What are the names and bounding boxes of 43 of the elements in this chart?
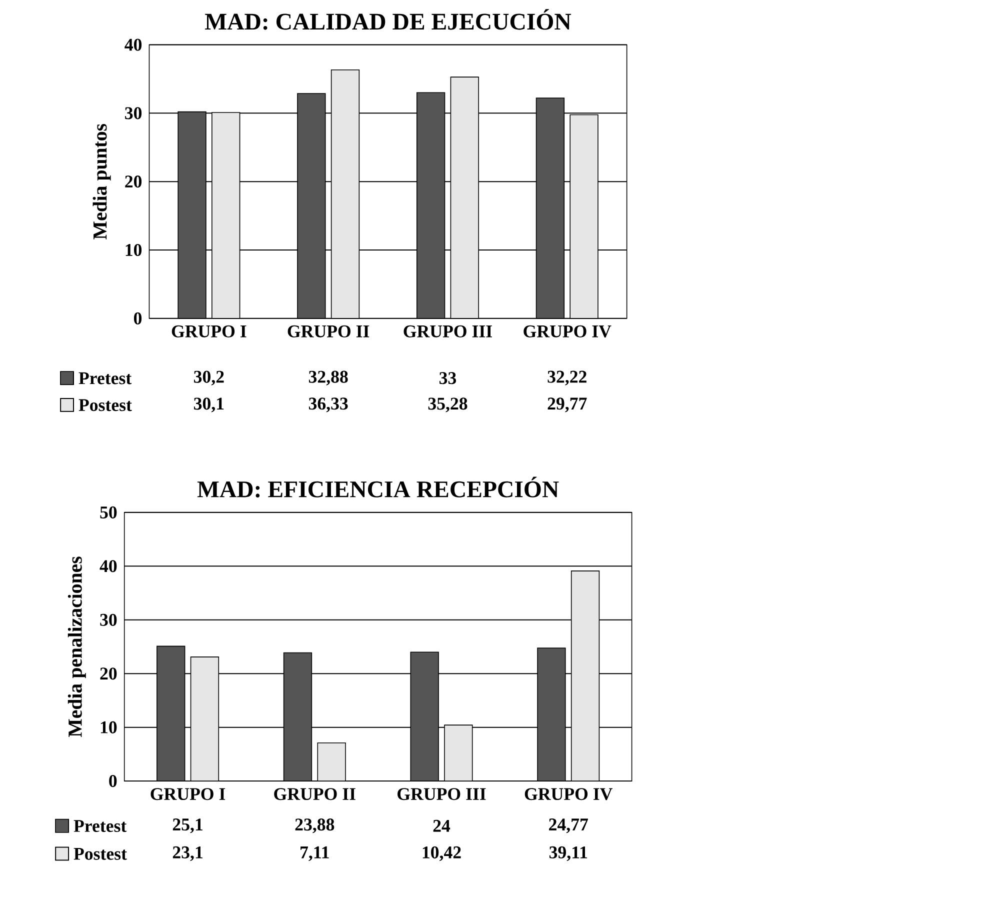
data-label: 25,1 bbox=[172, 818, 202, 833]
data-label: 23,1 bbox=[172, 846, 202, 861]
y-tick-label: 40 bbox=[100, 560, 117, 572]
x-tick-label: GRUPO I bbox=[172, 325, 246, 338]
x-tick-label: GRUPO I bbox=[150, 788, 226, 800]
data-label: 29,77 bbox=[548, 397, 587, 412]
data-label: 10,42 bbox=[422, 846, 461, 861]
data-label: 39,11 bbox=[549, 846, 588, 861]
y-tick-label: 10 bbox=[126, 244, 142, 256]
data-label: 7,11 bbox=[300, 846, 329, 861]
x-tick-label: GRUPO II bbox=[288, 325, 370, 338]
data-label: 24 bbox=[433, 820, 450, 832]
y-tick-label: 40 bbox=[124, 38, 142, 51]
x-tick-label: GRUPO IV bbox=[524, 788, 613, 800]
y-tick-label: 30 bbox=[125, 106, 142, 119]
data-label: 30,1 bbox=[194, 397, 224, 412]
x-tick-label: GRUPO III bbox=[398, 788, 486, 800]
legend-label: Pretest bbox=[74, 820, 127, 832]
y-axis-title: Media puntos bbox=[92, 124, 111, 240]
chart-title: MAD: CALIDAD DE EJECUCIÓN bbox=[205, 8, 572, 30]
y-tick-label: 0 bbox=[109, 774, 117, 787]
data-label: 32,88 bbox=[308, 370, 348, 386]
data-label: 23,88 bbox=[295, 818, 334, 833]
y-axis-title: Media penalizaciones bbox=[68, 556, 86, 737]
data-label: 35,28 bbox=[428, 397, 468, 412]
y-tick-label: 0 bbox=[134, 312, 142, 324]
x-tick-label: GRUPO III bbox=[404, 325, 492, 338]
y-tick-label: 20 bbox=[125, 175, 142, 188]
y-tick-label: 50 bbox=[100, 506, 117, 518]
legend-label: Pretest bbox=[78, 372, 132, 384]
data-label: 32,22 bbox=[548, 370, 586, 386]
legend-label: Postest bbox=[74, 848, 127, 860]
x-tick-label: GRUPO IV bbox=[524, 325, 612, 338]
x-tick-label: GRUPO II bbox=[274, 788, 356, 800]
legend-label: Postest bbox=[78, 399, 132, 411]
y-tick-label: 20 bbox=[100, 667, 117, 680]
y-tick-label: 30 bbox=[100, 614, 117, 626]
data-label: 24,77 bbox=[549, 818, 588, 833]
y-tick-label: 10 bbox=[100, 721, 117, 734]
data-label: 33 bbox=[439, 372, 456, 384]
data-label: 36,33 bbox=[308, 397, 348, 412]
chart-title: MAD: EFICIENCIA RECEPCIÓN bbox=[197, 476, 559, 498]
data-label: 30,2 bbox=[194, 370, 224, 386]
